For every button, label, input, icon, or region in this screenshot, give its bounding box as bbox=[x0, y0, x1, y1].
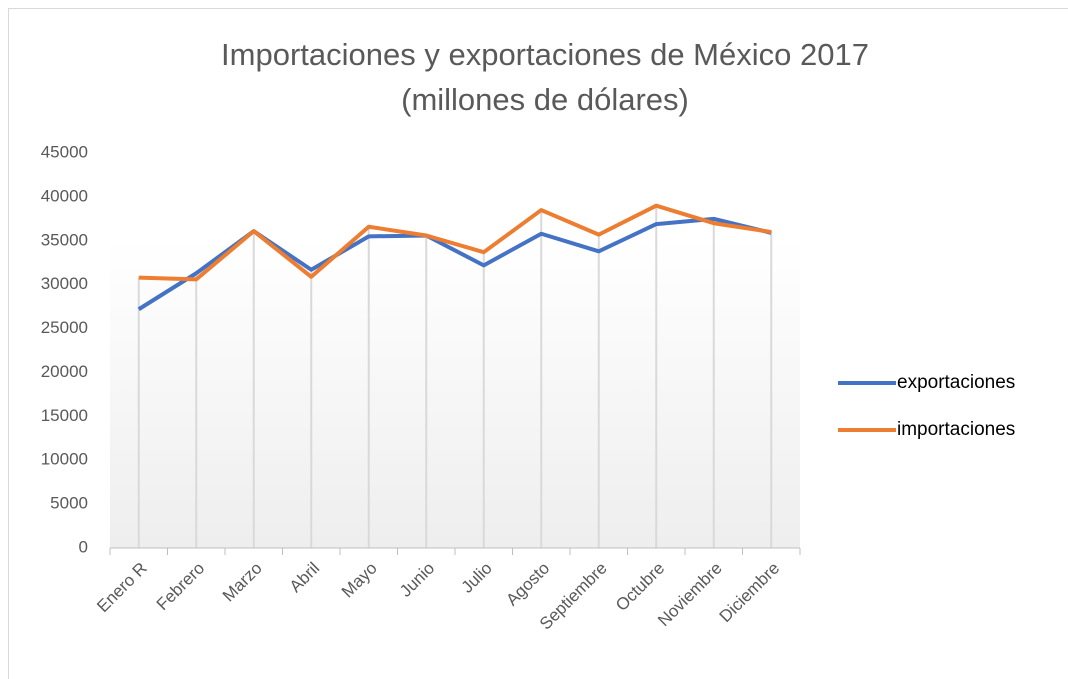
y-tick-label: 30000 bbox=[41, 274, 88, 293]
legend-label: exportaciones bbox=[897, 372, 1015, 393]
x-tick-label: Diciembre bbox=[716, 559, 784, 627]
x-tick-label: Octubre bbox=[612, 559, 668, 615]
series-line bbox=[138, 203, 772, 282]
chart-title: (millones de dólares) bbox=[401, 82, 689, 117]
x-tick-label: Enero R bbox=[93, 559, 151, 617]
chart-border bbox=[8, 8, 1068, 679]
y-tick-label: 0 bbox=[79, 537, 88, 556]
y-tick-label: 5000 bbox=[50, 494, 88, 513]
x-tick-label: Abril bbox=[286, 559, 323, 596]
legend-label: importaciones bbox=[897, 419, 1015, 440]
y-tick-label: 15000 bbox=[41, 406, 88, 425]
y-tick-label: 20000 bbox=[41, 362, 88, 381]
x-tick-label: Junio bbox=[396, 559, 438, 601]
y-tick-label: 45000 bbox=[41, 142, 88, 161]
y-tick-label: 25000 bbox=[41, 318, 88, 337]
y-tick-label: 10000 bbox=[41, 450, 88, 469]
x-tick-label: Julio bbox=[458, 559, 496, 597]
chart-title: Importaciones y exportaciones de México … bbox=[221, 37, 869, 72]
x-tick-label: Mayo bbox=[338, 559, 381, 602]
y-tick-label: 40000 bbox=[41, 186, 88, 205]
x-tick-label: Agosto bbox=[502, 559, 553, 610]
x-tick-label: Febrero bbox=[153, 559, 209, 615]
plot-background bbox=[110, 240, 800, 548]
y-tick-label: 35000 bbox=[41, 230, 88, 249]
x-tick-label: Marzo bbox=[219, 559, 266, 606]
